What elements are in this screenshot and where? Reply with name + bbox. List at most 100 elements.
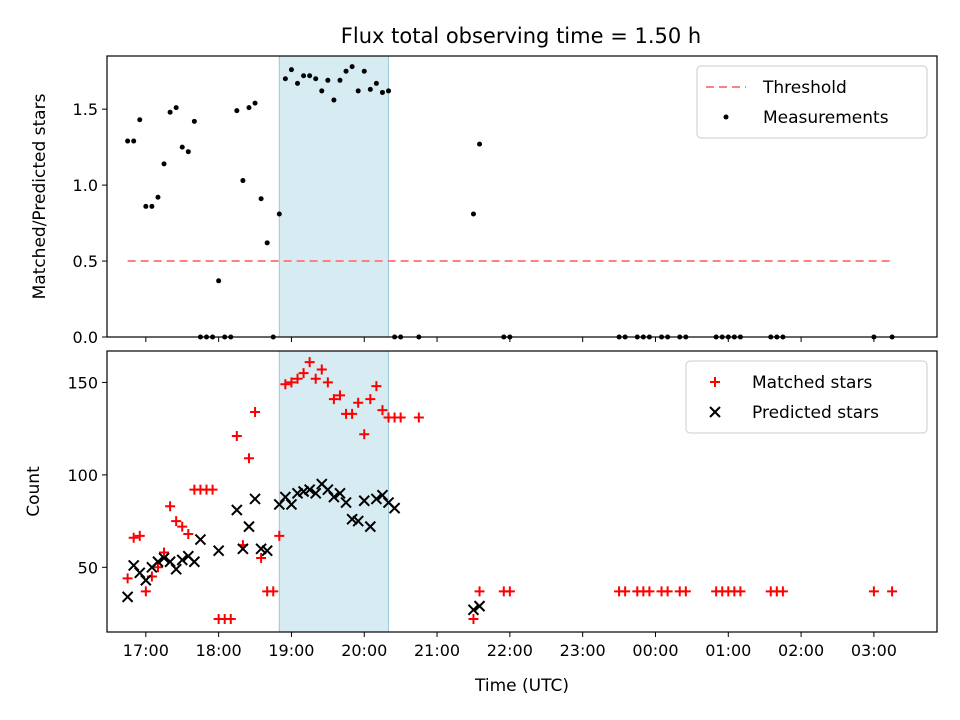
predicted-point <box>176 554 188 566</box>
legend-box <box>685 360 928 434</box>
predicted-point <box>303 483 316 496</box>
y-tick-label: 0.0 <box>73 328 98 347</box>
legend-label: Predicted stars <box>752 403 879 423</box>
x-tick-label: 20:00 <box>341 641 387 660</box>
predicted-point <box>152 556 164 568</box>
matched-point <box>231 431 242 442</box>
measurement-point <box>386 88 392 94</box>
matched-point <box>177 521 188 532</box>
legend-matched-swatch <box>710 377 720 387</box>
bottom-panel: 50 100 150 17:00 18:00 19:00 20:00 21:00 22:00 23… <box>24 350 938 696</box>
measurement-point <box>191 118 197 124</box>
measurement-point <box>337 77 343 83</box>
matched-point <box>304 357 315 368</box>
x-axis-label: Time (UTC) <box>474 676 569 696</box>
legend: Matched stars Predicted stars <box>685 360 928 434</box>
measurement-point <box>185 149 191 155</box>
x-tick-label: 21:00 <box>414 641 460 660</box>
matched-point <box>286 377 297 388</box>
predicted-point <box>370 493 383 505</box>
matched-point <box>316 364 327 375</box>
predicted-point <box>334 487 346 500</box>
measurement-point <box>477 141 483 147</box>
measurement-point <box>288 67 294 73</box>
measurement-point <box>131 138 137 144</box>
matched-point <box>128 532 139 543</box>
y-axis-label: Count <box>24 466 44 517</box>
matched-point <box>680 586 691 597</box>
measurement-point <box>301 73 307 79</box>
predicted-point <box>249 493 261 505</box>
axes-frame <box>106 350 938 633</box>
matched-point <box>183 529 194 540</box>
measurement-point <box>240 178 246 184</box>
matched-point <box>474 586 485 597</box>
matched-point <box>310 373 321 384</box>
measurement-point <box>264 240 270 246</box>
matched-point <box>334 390 345 401</box>
matched-point <box>365 394 376 405</box>
matched-point <box>207 484 218 495</box>
measurement-point <box>137 117 143 123</box>
matched-point <box>268 586 279 597</box>
measurement-point <box>355 88 361 94</box>
series-matched-stars <box>122 357 898 625</box>
x-tick-label: 17:00 <box>123 641 169 660</box>
legend-label: Measurements <box>763 108 889 128</box>
y-axis-label: Matched/Predicted stars <box>30 93 50 299</box>
measurement-point <box>252 100 258 106</box>
predicted-point <box>285 498 298 511</box>
measurement-point <box>143 203 149 209</box>
predicted-point <box>158 552 170 564</box>
measurement-point <box>343 68 349 74</box>
predicted-point <box>194 533 207 546</box>
matched-point <box>777 586 788 597</box>
predicted-point <box>121 591 134 603</box>
predicted-point <box>261 544 273 557</box>
matched-point <box>347 408 358 419</box>
measurement-point <box>373 80 379 86</box>
predicted-point <box>388 502 401 514</box>
matched-point <box>413 412 424 423</box>
top-panel: 0.0 0.5 1.0 1.5 Matched/Predicted stars Thres… <box>30 55 938 347</box>
axes-frame <box>106 55 938 338</box>
predicted-point <box>310 487 322 500</box>
matched-point <box>140 586 151 597</box>
predicted-point <box>140 574 152 586</box>
y-tick-label: 50 <box>78 558 98 577</box>
matched-point <box>274 530 285 541</box>
predicted-point <box>170 563 182 575</box>
observing-window-span <box>278 55 390 338</box>
matched-point <box>152 562 163 573</box>
measurement-point <box>325 77 331 83</box>
matched-point <box>134 530 145 541</box>
y-tick-label: 150 <box>67 373 98 392</box>
measurement-point <box>258 196 264 202</box>
y-tick-label: 0.5 <box>73 252 98 271</box>
measurement-point <box>276 211 282 217</box>
measurement-point <box>246 105 252 111</box>
matched-point <box>735 586 746 597</box>
measurement-point <box>234 108 240 114</box>
matched-point <box>159 547 170 558</box>
predicted-point <box>243 520 255 533</box>
matched-point <box>468 614 479 625</box>
x-tick-label: 18:00 <box>196 641 242 660</box>
measurement-point <box>361 68 367 74</box>
matched-point <box>225 614 236 625</box>
x-tick-label: 03:00 <box>851 641 897 660</box>
matched-point <box>887 586 898 597</box>
predicted-point <box>358 495 370 507</box>
predicted-point <box>231 504 243 516</box>
matched-point <box>504 586 515 597</box>
matched-point <box>322 377 333 388</box>
legend-predicted-swatch <box>709 406 721 418</box>
x-tick-label: 19:00 <box>268 641 314 660</box>
x-tick-label: 22:00 <box>487 641 533 660</box>
matched-point <box>359 429 370 440</box>
matched-point <box>353 397 364 408</box>
measurement-point <box>216 278 222 284</box>
measurement-point <box>349 64 355 70</box>
measurement-point <box>295 80 301 86</box>
